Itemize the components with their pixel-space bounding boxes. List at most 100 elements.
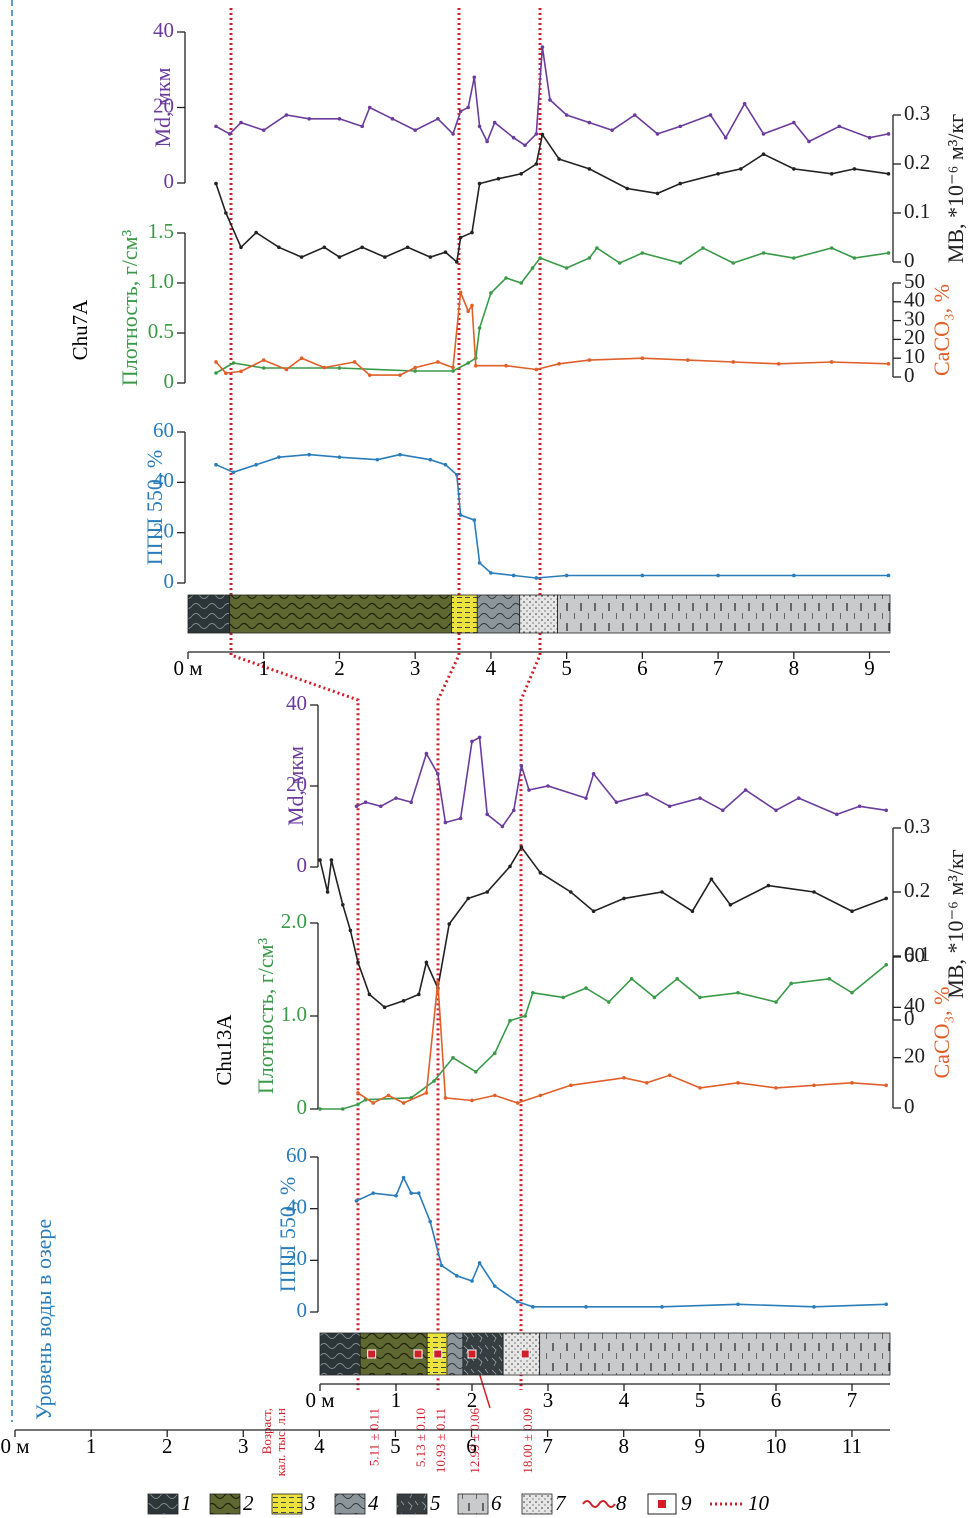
series-point: [478, 182, 482, 186]
series-point: [519, 172, 523, 176]
series-point: [557, 362, 561, 366]
series-point: [762, 152, 766, 156]
series-point: [797, 796, 801, 800]
lithology-unit: [540, 1333, 890, 1375]
series-point: [470, 231, 474, 235]
series-point: [501, 825, 505, 829]
series-point: [470, 1279, 474, 1283]
series-point: [762, 132, 766, 136]
y-tick-label: 0.2: [904, 150, 930, 174]
series-point: [569, 890, 573, 894]
series-point: [394, 796, 398, 800]
series-point: [827, 977, 831, 981]
figure: 0 м123456789Chu7A02040Md, мкм00.10.20.3M…: [0, 0, 978, 1518]
series-point: [548, 98, 552, 102]
series-point: [459, 236, 463, 240]
y-axis-label: Md, мкм: [283, 746, 308, 826]
legend-swatch: [522, 1494, 552, 1514]
series-point: [731, 261, 735, 265]
series-point: [584, 796, 588, 800]
series-point: [383, 1005, 387, 1009]
series-point: [531, 1305, 535, 1309]
series-point: [323, 366, 327, 370]
series-point: [493, 1094, 497, 1098]
y-tick-label: 0: [164, 369, 175, 393]
x-tick-label: 1: [391, 1388, 402, 1412]
legend-swatch: [658, 1500, 666, 1508]
series-point: [455, 1274, 459, 1278]
x-tick-label: 2: [334, 656, 345, 680]
series-point: [523, 143, 527, 147]
series-point: [633, 113, 637, 117]
series-point: [592, 909, 596, 913]
series-point: [459, 291, 463, 295]
series-point: [214, 182, 218, 186]
series-point: [625, 187, 629, 191]
series-point: [379, 804, 383, 808]
series-point: [668, 804, 672, 808]
series-point: [792, 121, 796, 125]
series-point: [318, 858, 322, 862]
series-point: [535, 576, 539, 580]
y-tick-label: 0.3: [904, 814, 930, 838]
series-point: [539, 1094, 543, 1098]
legend-label: 3: [304, 1491, 316, 1515]
series-point: [698, 1086, 702, 1090]
x-tick-label: 11: [842, 1434, 862, 1458]
series-line: [216, 292, 889, 375]
series-point: [675, 977, 679, 981]
series-point: [360, 246, 364, 250]
series-point: [470, 304, 474, 308]
series-point: [618, 261, 622, 265]
legend-label: 8: [616, 1491, 627, 1515]
series-point: [485, 140, 489, 144]
series-point: [656, 132, 660, 136]
x-tick-label: 4: [314, 1434, 325, 1458]
series-point: [716, 574, 720, 578]
series-point: [512, 809, 516, 813]
series-point: [478, 561, 482, 565]
lithology-unit: [477, 595, 519, 633]
series-point: [262, 366, 266, 370]
series-point: [239, 370, 243, 374]
series-point: [489, 571, 493, 575]
series-point: [409, 800, 413, 804]
y-tick-label: 0.5: [148, 319, 174, 343]
y-tick-label: 40: [153, 18, 174, 42]
legend-swatch: [335, 1494, 365, 1514]
series-point: [478, 326, 482, 330]
series-point: [387, 1094, 391, 1098]
series-point: [691, 909, 695, 913]
series-line: [357, 737, 887, 826]
lithology-unit: [230, 595, 452, 633]
legend-swatch: [458, 1494, 488, 1514]
y-tick-label: 2.0: [281, 909, 307, 933]
series-point: [653, 996, 657, 1000]
series-point: [444, 821, 448, 825]
y-tick-label: 0: [297, 1095, 308, 1119]
series-point: [660, 890, 664, 894]
lithology-unit: [320, 1333, 360, 1375]
series-point: [451, 1056, 455, 1060]
series-point: [698, 796, 702, 800]
series-point: [444, 250, 448, 254]
series-point: [850, 991, 854, 995]
series-point: [429, 458, 433, 462]
x-tick-label: 5: [695, 1388, 706, 1412]
series-point: [425, 961, 429, 965]
series-point: [459, 817, 463, 821]
series-point: [417, 1191, 421, 1195]
series-point: [721, 809, 725, 813]
series-point: [432, 1079, 436, 1083]
series-point: [489, 291, 493, 295]
series-point: [478, 736, 482, 740]
series-point: [645, 792, 649, 796]
y-axis-label: CaCO₃, %: [929, 987, 954, 1079]
lithology-unit: [188, 595, 230, 633]
series-point: [425, 752, 429, 756]
series-point: [472, 76, 476, 80]
series-point: [774, 1000, 778, 1004]
legend-label: 9: [681, 1491, 692, 1515]
series-point: [338, 366, 342, 370]
series-point: [767, 884, 771, 888]
